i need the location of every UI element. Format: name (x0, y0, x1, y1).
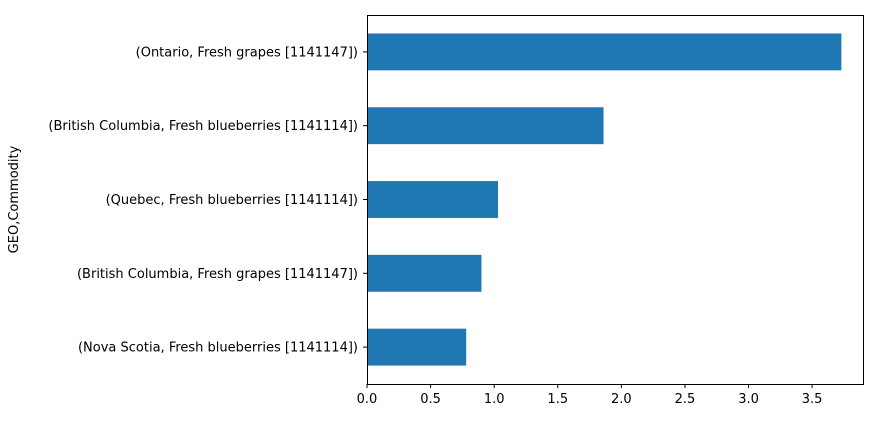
bar (367, 107, 604, 145)
bars-group (367, 33, 842, 366)
bar (367, 254, 482, 292)
y-tick-label: (British Columbia, Fresh grapes [1141147… (77, 267, 358, 282)
bar (367, 328, 467, 366)
x-tick-label: 3.5 (802, 392, 823, 407)
x-tick-label: 0.5 (420, 392, 441, 407)
y-tick-label: (Ontario, Fresh grapes [1141147]) (136, 45, 358, 60)
bar (367, 181, 498, 218)
bar (367, 33, 842, 71)
y-tick-label: (British Columbia, Fresh blueberries [11… (48, 119, 358, 134)
x-tick-label: 2.5 (675, 392, 696, 407)
x-tick-label: 1.5 (547, 392, 568, 407)
x-tick-label: 2.0 (611, 392, 632, 407)
plot-frame (367, 15, 864, 385)
x-tick-label: 3.0 (738, 392, 759, 407)
y-tick-label: (Quebec, Fresh blueberries [1141114]) (106, 193, 358, 208)
x-ticks-group: 0.0 0.5 1.0 1.5 2.0 2.5 3.0 3.5 (357, 384, 823, 407)
x-tick-label: 0.0 (357, 392, 378, 407)
y-tick-label: (Nova Scotia, Fresh blueberries [1141114… (78, 341, 358, 356)
y-ticks-group: (Nova Scotia, Fresh blueberries [1141114… (48, 45, 367, 356)
x-tick-label: 1.0 (484, 392, 505, 407)
y-axis-label: GEO,Commodity (7, 145, 22, 253)
